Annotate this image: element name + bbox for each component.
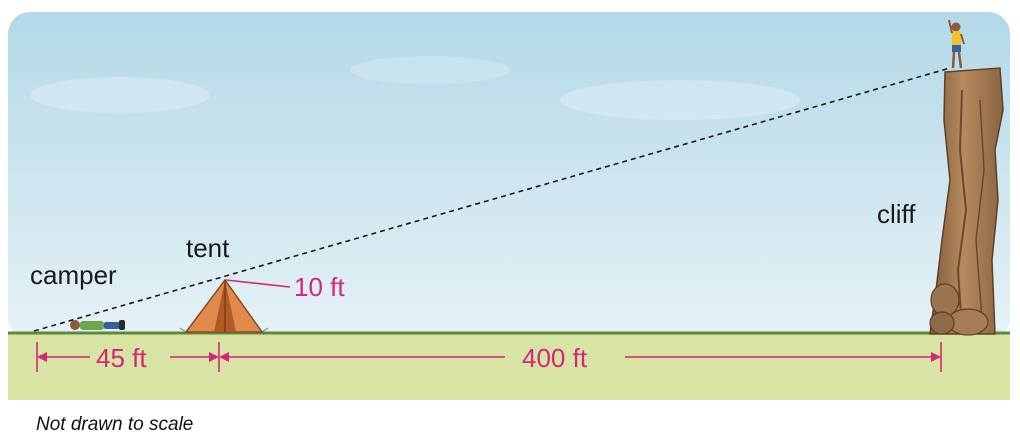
cloud	[30, 77, 210, 113]
camper-label: camper	[30, 260, 117, 290]
camper-figure	[70, 320, 125, 330]
scale-note: Not drawn to scale	[36, 414, 194, 435]
tent-height-leader	[225, 279, 291, 288]
tent	[179, 278, 269, 333]
person-on-cliff	[948, 19, 965, 69]
line-of-sight	[33, 67, 951, 332]
cloud	[560, 80, 800, 120]
camper-to-tent-label: 45 ft	[96, 343, 147, 373]
cliff	[929, 67, 1004, 336]
tent-to-cliff-label: 400 ft	[522, 343, 588, 373]
tent-height-label: 10 ft	[294, 272, 345, 302]
tent-label: tent	[186, 233, 230, 263]
cliff-label: cliff	[877, 199, 916, 229]
cloud	[350, 56, 510, 84]
sky	[8, 12, 1010, 340]
measure-400ft	[219, 342, 942, 372]
ground	[8, 332, 1010, 400]
